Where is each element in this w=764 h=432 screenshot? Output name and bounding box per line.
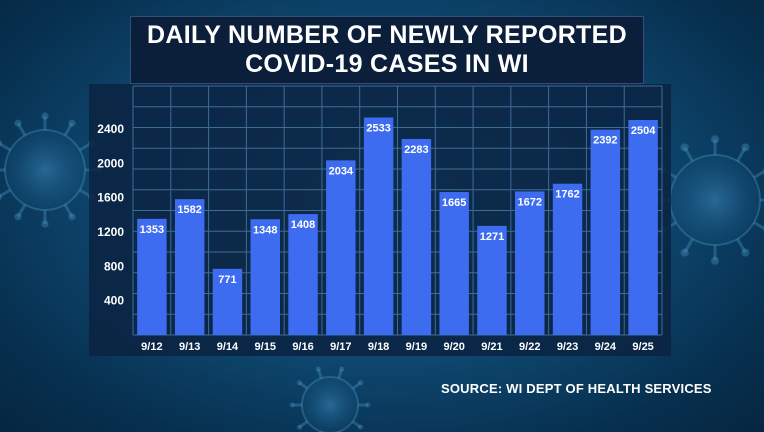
bar-value-label: 1665	[442, 197, 466, 209]
chart-title-box: DAILY NUMBER OF NEWLY REPORTED COVID-19 …	[130, 16, 644, 84]
bar-value-label: 1582	[177, 204, 201, 216]
y-tick-label: 400	[104, 294, 124, 308]
x-tick-label: 9/25	[632, 341, 653, 353]
x-tick-label: 9/21	[481, 341, 502, 353]
x-tick-label: 9/17	[330, 341, 351, 353]
bar-value-label: 2034	[329, 165, 354, 177]
x-tick-label: 9/24	[595, 341, 617, 353]
bar	[552, 183, 583, 335]
bar	[326, 160, 356, 335]
x-tick-label: 9/13	[179, 341, 200, 353]
x-tick-label: 9/18	[368, 341, 389, 353]
bar	[401, 138, 432, 335]
x-tick-label: 9/19	[406, 341, 427, 353]
chart-title-line-2: COVID-19 CASES IN WI	[245, 50, 529, 78]
x-tick-label: 9/20	[443, 341, 464, 353]
y-tick-label: 2000	[97, 156, 124, 170]
bar-value-label: 771	[218, 274, 236, 286]
y-tick-label: 2400	[97, 122, 124, 136]
bar	[137, 218, 167, 335]
chart-title-line-1: DAILY NUMBER OF NEWLY REPORTED	[147, 21, 627, 49]
bar	[363, 117, 394, 335]
bar	[515, 191, 545, 335]
bar	[250, 219, 280, 335]
bar	[590, 129, 621, 335]
bar	[288, 214, 318, 335]
bar-value-label: 1672	[518, 196, 542, 208]
bar	[477, 225, 507, 335]
bar-value-label: 2533	[366, 123, 390, 135]
bar	[439, 192, 469, 335]
bar-value-label: 2504	[631, 125, 656, 137]
bar-value-label: 1271	[480, 231, 504, 243]
bar	[212, 268, 243, 335]
bar-value-label: 1353	[140, 224, 164, 236]
x-tick-label: 9/16	[292, 341, 313, 353]
bar-value-label: 1762	[555, 189, 579, 201]
x-tick-label: 9/23	[557, 341, 578, 353]
x-tick-label: 9/14	[217, 341, 239, 353]
x-tick-label: 9/12	[141, 341, 162, 353]
virus-icon	[289, 366, 371, 432]
bar-value-label: 1408	[291, 219, 315, 231]
y-tick-label: 1600	[97, 191, 124, 205]
y-tick-label: 800	[104, 259, 124, 273]
source-note: SOURCE: WI DEPT OF HEALTH SERVICES	[441, 381, 712, 396]
bar-value-label: 2392	[593, 135, 617, 147]
bar	[628, 120, 658, 336]
bar	[174, 199, 205, 335]
bar-value-label: 1348	[253, 224, 277, 236]
bar-value-label: 2283	[404, 144, 428, 156]
x-tick-label: 9/15	[255, 341, 276, 353]
y-tick-label: 1200	[97, 225, 124, 239]
x-tick-label: 9/22	[519, 341, 540, 353]
